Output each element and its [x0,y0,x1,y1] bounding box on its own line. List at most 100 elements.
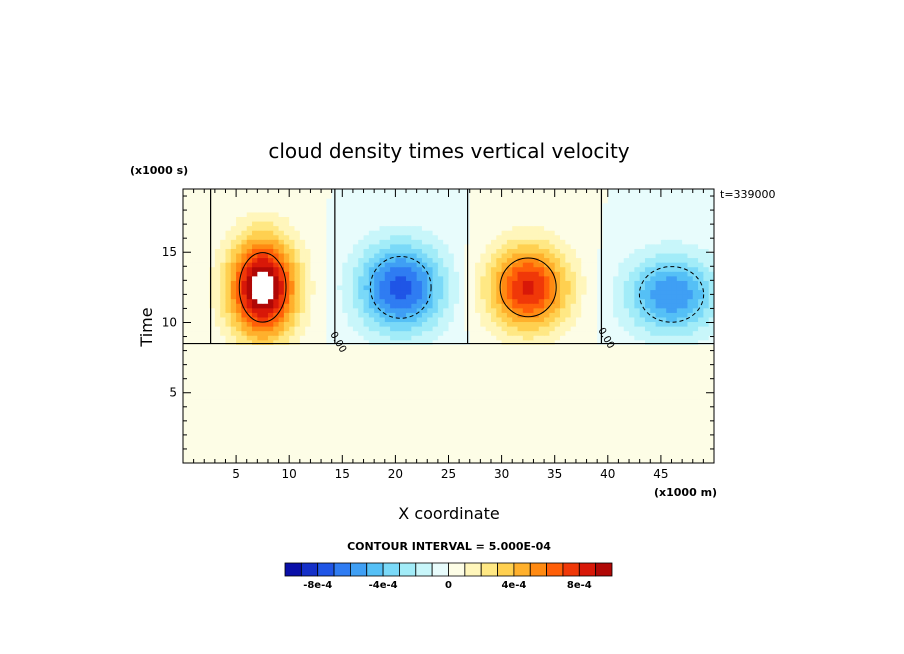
field-cell [575,312,582,318]
field-cell [374,417,381,423]
field-cell [522,371,529,377]
field-cell [183,330,189,336]
field-cell [204,252,211,259]
field-cell [687,321,694,327]
field-cell [586,330,593,336]
field-cell [533,367,540,373]
field-cell [347,435,354,441]
field-cell [188,380,195,386]
field-cell [326,353,333,359]
field-cell [538,262,545,268]
field-cell [400,307,407,313]
field-cell [379,357,386,364]
field-cell [586,252,593,259]
field-cell [294,257,301,263]
field-cell [687,435,694,441]
field-cell [575,403,582,409]
field-cell [305,248,312,254]
field-cell [623,440,630,446]
field-cell [411,307,418,313]
field-cell [650,312,657,318]
field-cell [618,262,625,268]
field-cell [506,444,513,450]
field-cell [634,385,641,391]
field-cell [198,417,205,423]
field-cell [655,294,662,300]
field-cell [400,380,407,386]
field-cell [586,394,593,400]
field-cell [352,394,359,400]
field-cell [650,243,657,249]
field-cell [384,403,391,409]
field-cell [384,385,391,391]
field-cell [512,353,519,359]
field-cell [629,344,635,350]
field-cell [490,326,497,332]
field-cell [496,284,503,291]
field-cell [257,412,264,418]
field-cell [427,298,434,304]
field-cell [475,399,481,405]
field-cell [687,449,694,455]
field-cell [459,280,466,286]
field-cell [278,339,285,345]
field-cell [692,275,699,281]
field-cell [400,326,407,332]
field-cell [299,344,306,350]
field-cell [390,266,396,272]
field-cell [517,248,524,254]
field-cell [650,408,657,414]
field-cell [315,312,322,318]
field-cell [554,449,561,455]
field-cell [267,385,274,391]
field-cell [342,412,349,418]
field-cell [538,444,545,450]
field-cell [575,303,582,309]
field-cell [358,321,365,327]
field-cell [236,312,243,318]
field-cell [533,412,540,418]
field-cell [692,339,699,345]
field-cell [496,298,503,304]
field-cell [703,248,710,254]
field-cell [358,412,365,418]
field-cell [384,294,391,300]
field-cell [644,321,651,327]
field-cell [225,312,232,318]
field-cell [682,440,689,446]
field-cell [236,385,243,391]
field-cell [698,266,704,272]
field-cell [634,458,641,463]
field-cell [575,298,582,304]
field-cell [575,280,582,286]
field-cell [384,335,391,341]
field-cell [230,394,237,400]
field-cell [246,257,253,263]
field-cell [512,431,519,437]
field-cell [432,316,439,323]
field-cell [241,307,248,313]
field-cell [257,326,264,332]
field-cell [607,376,614,382]
field-cell [342,426,349,432]
field-cell [660,298,667,304]
field-cell [496,275,503,281]
field-cell [522,426,529,432]
field-cell [448,362,455,368]
field-cell [427,289,434,295]
field-cell [554,257,561,263]
field-cell [257,321,264,327]
field-cell [533,344,540,350]
field-cell [575,271,582,277]
field-cell [618,243,625,249]
field-cell [692,266,699,272]
field-cell [437,289,444,295]
field-cell [432,335,439,341]
field-cell [299,453,306,460]
field-cell [374,303,381,309]
field-cell [336,431,343,437]
field-cell [220,248,227,254]
field-cell [575,248,582,254]
field-cell [591,348,598,354]
field-cell [581,248,588,254]
